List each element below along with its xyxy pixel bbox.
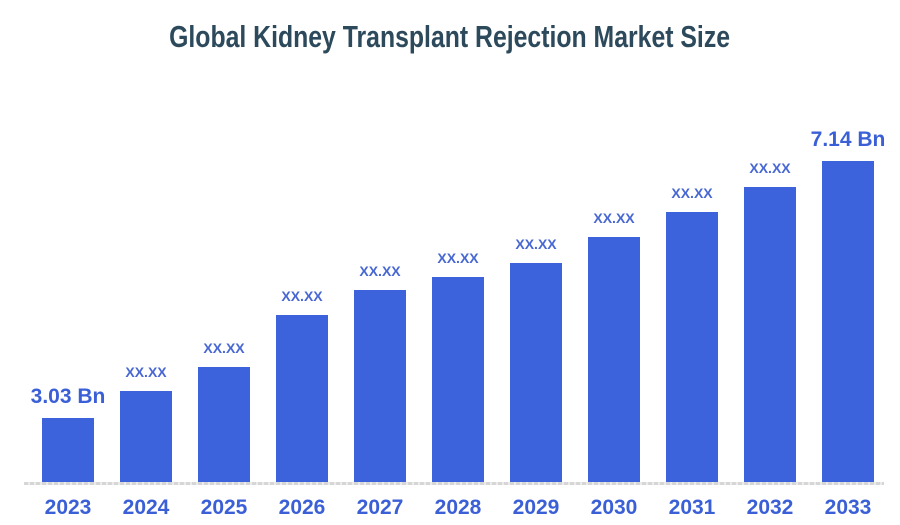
x-tick-2027: 2027	[356, 496, 404, 519]
bar-placeholder-label-2025: XX.XX	[203, 340, 245, 356]
bar-2026	[276, 315, 328, 482]
bar-placeholder-label-2028: XX.XX	[437, 250, 479, 266]
bar-placeholder-label-2029: XX.XX	[515, 236, 557, 252]
x-tick-2024: 2024	[122, 496, 170, 519]
bar-2031	[666, 212, 718, 482]
chart-title-text: Global Kidney Transplant Rejection Marke…	[169, 19, 731, 54]
bar-2030	[588, 237, 640, 482]
bar-2023	[42, 418, 94, 482]
bar-placeholder-label-2031: XX.XX	[671, 185, 713, 201]
x-tick-2031: 2031	[668, 496, 716, 519]
chart-title: Global Kidney Transplant Rejection Marke…	[0, 18, 900, 56]
x-tick-2023: 2023	[44, 496, 92, 519]
bar-2029	[510, 263, 562, 482]
x-tick-2025: 2025	[200, 496, 248, 519]
bar-placeholder-label-2026: XX.XX	[281, 288, 323, 304]
x-tick-2029: 2029	[512, 496, 560, 519]
x-tick-2028: 2028	[434, 496, 482, 519]
bar-placeholder-label-2032: XX.XX	[749, 160, 791, 176]
bar-placeholder-label-2030: XX.XX	[593, 210, 635, 226]
bar-placeholder-label-2027: XX.XX	[359, 263, 401, 279]
x-tick-2026: 2026	[278, 496, 326, 519]
x-tick-2030: 2030	[590, 496, 638, 519]
bar-2032	[744, 187, 796, 482]
x-axis-line	[24, 482, 884, 485]
bar-2025	[198, 367, 250, 482]
bar-placeholder-label-2024: XX.XX	[125, 364, 167, 380]
bar-value-label-2033: 7.14 Bn	[810, 128, 886, 151]
bar-2027	[354, 290, 406, 482]
bar-value-label-2023: 3.03 Bn	[30, 385, 106, 408]
bar-2028	[432, 277, 484, 482]
x-tick-2032: 2032	[746, 496, 794, 519]
bar-2033	[822, 161, 874, 482]
bar-2024	[120, 391, 172, 482]
x-tick-2033: 2033	[824, 496, 872, 519]
